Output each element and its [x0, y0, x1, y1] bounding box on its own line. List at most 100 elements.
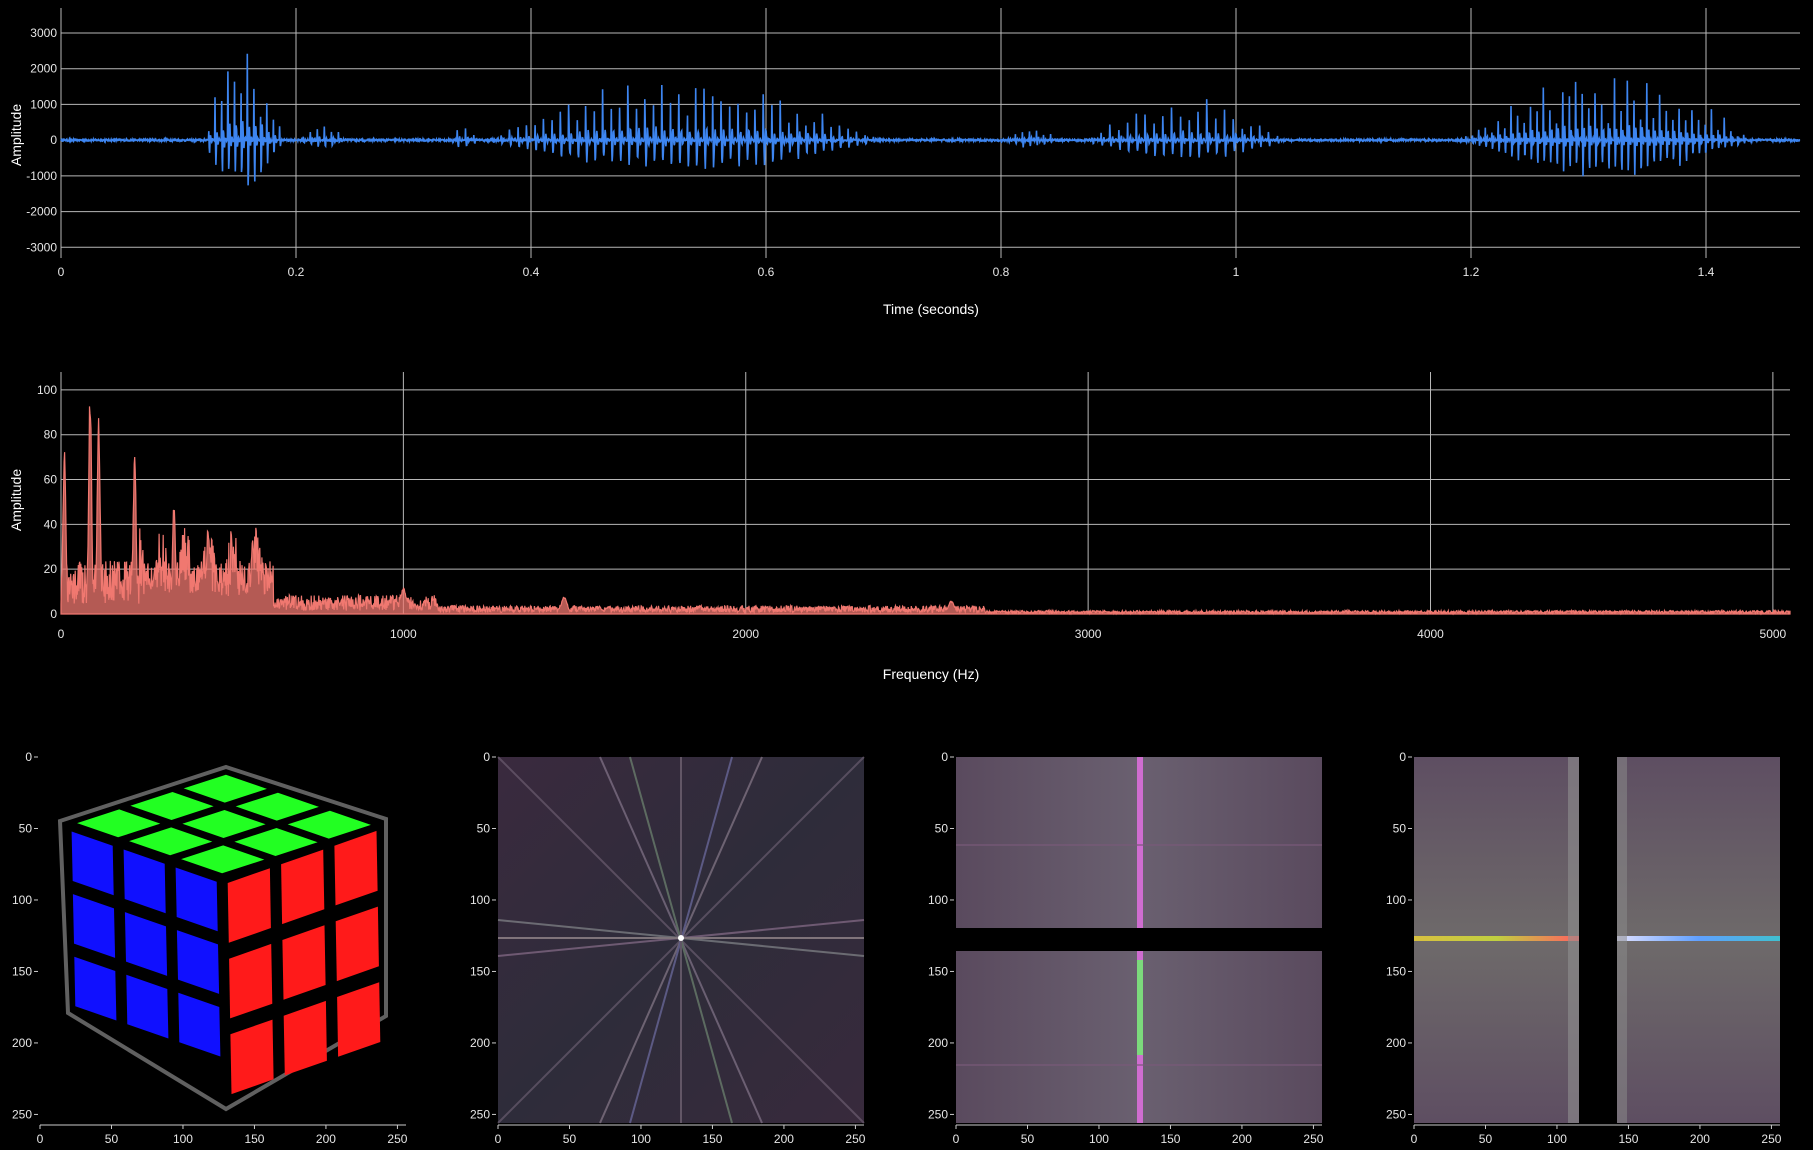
- spectrum-y-tick-label: 80: [44, 428, 58, 442]
- waveform-x-tick-label: 0.2: [288, 265, 305, 279]
- cube-sticker-right: [229, 943, 273, 1019]
- cube-sticker-top: [234, 828, 318, 856]
- waveform-x-tick-label: 0.4: [523, 265, 540, 279]
- panel-x-tick-label: 100: [1547, 1132, 1567, 1146]
- cube-sticker-top: [181, 845, 265, 874]
- cube-sticker-right: [334, 830, 378, 906]
- cube-sticker-top: [130, 792, 214, 820]
- waveform-x-tick-label: 0: [58, 265, 65, 279]
- spectrum-x-tick-label: 4000: [1417, 627, 1444, 641]
- cube-sticker-right: [283, 1000, 327, 1076]
- fft-centered-axis-ticks: 0 50 100 150 200 250 0 50 100 150 200 250: [470, 750, 866, 1146]
- waveform-x-tick-label: 0.8: [993, 265, 1010, 279]
- cube-sticker-left: [178, 992, 221, 1057]
- panel-x-tick-label: 50: [1479, 1132, 1493, 1146]
- panel-y-tick-label: 150: [470, 964, 490, 978]
- image-panel-fft-vertical-split: 0 50 100 150 200 250 0 50 100 150 200 250: [1386, 750, 1782, 1146]
- panel-x-tick-label: 0: [1411, 1132, 1418, 1146]
- panel-x-tick-label: 150: [244, 1132, 264, 1146]
- spectrum-grid: [60, 372, 1790, 615]
- waveform-y-axis-title: Amplitude: [8, 104, 24, 166]
- panel-y-tick-label: 200: [1386, 1036, 1406, 1050]
- cube-top-face: [77, 774, 371, 874]
- waveform-x-tick-label: 1.2: [1463, 265, 1480, 279]
- panel-x-tick-label: 50: [563, 1132, 577, 1146]
- waveform-x-ticks: 0 0.2 0.4 0.6 0.8 1 1.2 1.4: [58, 265, 1715, 279]
- cube-sticker-left: [126, 974, 169, 1039]
- panel-y-tick-label: 150: [12, 964, 32, 978]
- spectrum-y-axis-title: Amplitude: [8, 469, 24, 531]
- panel-y-tick-label: 200: [12, 1036, 32, 1050]
- panel-y-tick-label: 200: [928, 1036, 948, 1050]
- cube-sticker-top: [182, 810, 266, 838]
- cube-sticker-right: [282, 925, 326, 1000]
- panel-x-tick-label: 50: [1021, 1132, 1035, 1146]
- cube-sticker-left: [175, 867, 218, 932]
- cube-sticker-top: [77, 809, 161, 838]
- fft-horizontal-axis-ticks: 0 50 100 150 200 250 0 50 100 150 200 250: [928, 750, 1324, 1146]
- cube-sticker-left: [74, 956, 117, 1021]
- panel-x-tick-label: 0: [37, 1132, 44, 1146]
- panel-x-tick-label: 250: [1761, 1132, 1781, 1146]
- waveform-x-tick-label: 0.6: [758, 265, 775, 279]
- spectrum-x-tick-label: 3000: [1075, 627, 1102, 641]
- waveform-y-tick-label: 1000: [30, 97, 57, 111]
- waveform-x-tick-label: 1.4: [1698, 265, 1715, 279]
- panel-x-tick-label: 250: [387, 1132, 407, 1146]
- cube-sticker-top: [287, 810, 371, 839]
- cube-axis-ticks: 0 50 100 150 200 250 0 50 100 150 200 250: [12, 750, 408, 1146]
- image-panel-fft-horizontal-split: 0 50 100 150 200 250 0 50 100 150 200 250: [928, 750, 1324, 1146]
- spectrum-y-tick-label: 20: [44, 562, 58, 576]
- cube-sticker-top: [183, 774, 267, 803]
- panel-y-tick-label: 0: [1399, 750, 1406, 764]
- panel-x-tick-label: 200: [1232, 1132, 1252, 1146]
- cube-sticker-left: [71, 831, 114, 896]
- waveform-series-line: [60, 53, 1801, 186]
- waveform-grid: [60, 8, 1800, 258]
- panel-y-tick-label: 100: [470, 893, 490, 907]
- spectrum-chart: 0 20 40 60 80 100 0 1000 2000 3000 4000 5000 Frequ…: [8, 372, 1791, 682]
- cube-right-face: [227, 830, 381, 1095]
- spectrum-y-tick-label: 60: [44, 473, 58, 487]
- fft-centered-image: [497, 756, 865, 1124]
- waveform-y-tick-label: -3000: [26, 240, 57, 254]
- waveform-y-tick-label: 3000: [30, 26, 57, 40]
- spectrum-x-tick-label: 2000: [732, 627, 759, 641]
- spectrum-y-tick-label: 40: [44, 517, 58, 531]
- panel-y-tick-label: 50: [19, 821, 33, 835]
- waveform-y-tick-label: 2000: [30, 62, 57, 76]
- panel-x-tick-label: 0: [495, 1132, 502, 1146]
- panel-x-tick-label: 200: [1690, 1132, 1710, 1146]
- panel-x-tick-label: 50: [105, 1132, 119, 1146]
- cube-sticker-left: [123, 849, 166, 914]
- panel-x-tick-label: 250: [845, 1132, 865, 1146]
- panel-y-tick-label: 100: [928, 893, 948, 907]
- image-panel-cube: 0 50 100 150 200 250 0 50 100 150 200 250: [12, 750, 408, 1146]
- panel-y-tick-label: 0: [941, 750, 948, 764]
- cube-sticker-right: [281, 849, 325, 925]
- panel-y-tick-label: 250: [12, 1107, 32, 1121]
- panel-x-tick-label: 200: [316, 1132, 336, 1146]
- spectrum-x-ticks: 0 1000 2000 3000 4000 5000: [58, 627, 1787, 641]
- panel-y-tick-label: 50: [935, 821, 949, 835]
- panel-x-tick-label: 200: [774, 1132, 794, 1146]
- cube-sticker-right: [337, 982, 381, 1057]
- cube-sticker-left: [176, 930, 220, 994]
- panel-y-tick-label: 100: [12, 893, 32, 907]
- waveform-x-axis-title: Time (seconds): [883, 301, 979, 317]
- panel-x-tick-label: 150: [702, 1132, 722, 1146]
- waveform-x-tick-label: 1: [1233, 265, 1240, 279]
- panel-x-tick-label: 150: [1618, 1132, 1638, 1146]
- panel-y-tick-label: 250: [928, 1107, 948, 1121]
- panel-y-tick-label: 250: [1386, 1107, 1406, 1121]
- spectrum-x-tick-label: 0: [58, 627, 65, 641]
- spectrum-y-tick-label: 100: [37, 383, 57, 397]
- panel-x-tick-label: 0: [953, 1132, 960, 1146]
- panel-x-tick-label: 100: [631, 1132, 651, 1146]
- cube-sticker-top: [129, 827, 213, 856]
- panel-y-tick-label: 150: [1386, 964, 1406, 978]
- panel-y-tick-label: 0: [25, 750, 32, 764]
- panel-y-tick-label: 100: [1386, 893, 1406, 907]
- fft-vertical-axis-ticks: 0 50 100 150 200 250 0 50 100 150 200 250: [1386, 750, 1782, 1146]
